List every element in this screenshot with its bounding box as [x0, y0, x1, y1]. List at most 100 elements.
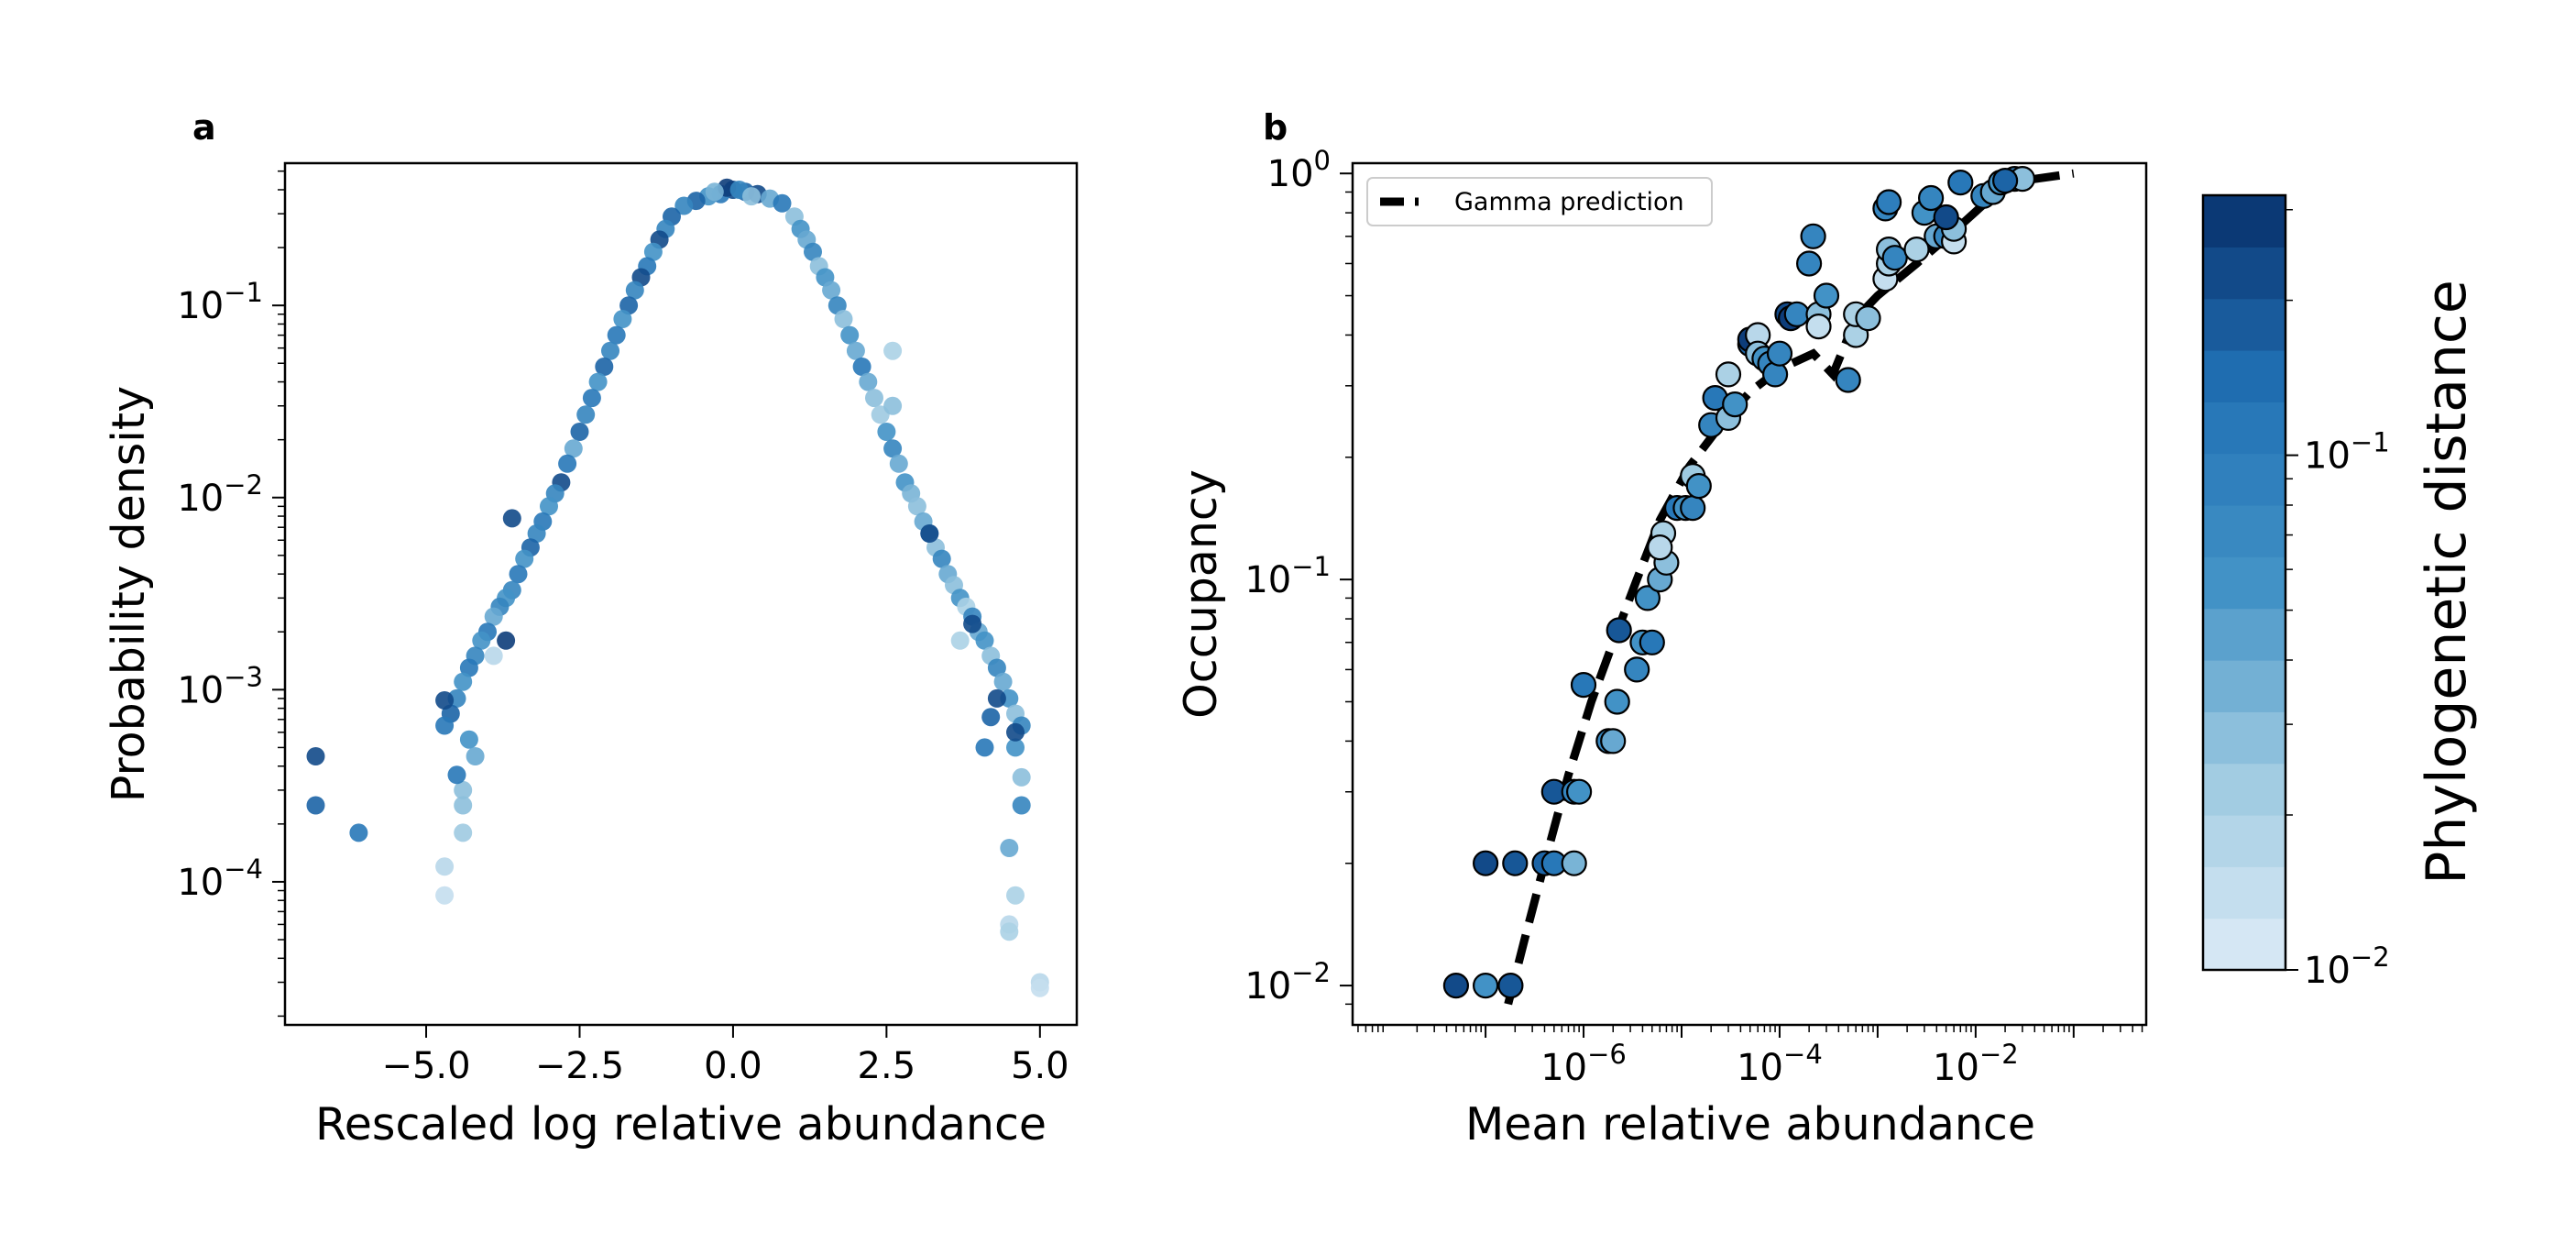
panel-b-points [1442, 166, 2035, 999]
panel-a-point [582, 389, 601, 408]
panel-b-point [1918, 184, 1945, 212]
panel-a-ytick-label: 10−2 [177, 469, 263, 520]
panel-a-point [502, 509, 521, 528]
colorbar-level [2203, 556, 2286, 610]
panel-a-point [1012, 796, 1031, 815]
panel-b-point [1783, 301, 1810, 327]
panel-a-point [834, 310, 853, 328]
panel-b-ytick-label: 100 [1267, 145, 1331, 195]
panel-a-point [840, 325, 860, 345]
panel-b-xtick-label: 10−2 [1933, 1039, 2019, 1089]
panel-a-point [466, 747, 485, 765]
panel-a-point [558, 454, 577, 473]
panel-b-xtick-label: 10−4 [1737, 1039, 1823, 1089]
panel-a-point [613, 310, 632, 328]
panel-b-point [1604, 688, 1630, 715]
panel-a-point [484, 607, 503, 626]
panel-b-point [1472, 972, 1499, 999]
panel-a-point [846, 341, 865, 360]
panel-a-ylabel: Probability density [103, 386, 155, 802]
panel-a-point [588, 372, 608, 391]
colorbar-levels [2203, 195, 2286, 971]
panel-a-point [950, 631, 970, 650]
panel-a-point [1006, 886, 1025, 905]
panel-a-point [705, 182, 724, 202]
panel-a-point [1006, 722, 1025, 742]
panel-b-point [1497, 972, 1524, 999]
panel-b-ylabel: Occupancy [1175, 469, 1227, 719]
panel-b-ytick-label: 10−1 [1244, 551, 1331, 601]
panel-a-point [907, 497, 926, 516]
panel-a-point [435, 886, 455, 905]
panel-b-point [1947, 170, 1974, 196]
colorbar-level [2203, 918, 2286, 971]
panel-b-point [1800, 223, 1826, 249]
panel-a-point [674, 196, 694, 215]
colorbar-level [2203, 815, 2286, 867]
panel-a-point [435, 691, 455, 710]
panel-a-point [920, 524, 939, 543]
colorbar-level [2203, 505, 2286, 557]
colorbar-frame [2201, 193, 2287, 972]
panel-a-point [993, 672, 1013, 691]
colorbar-level [2203, 350, 2286, 402]
panel-a-ytick-label: 10−3 [177, 661, 263, 711]
colorbar-tick-label: 10−1 [2304, 427, 2390, 478]
panel-b-point [1600, 728, 1627, 754]
panel-b-point [1680, 494, 1706, 522]
panel-b-point [1715, 361, 1742, 388]
panel-b-point [1876, 189, 1902, 215]
panel-a-point [975, 631, 994, 650]
panel-a-point [859, 372, 878, 391]
panel-a-point [1030, 978, 1049, 997]
panel-b-point [1805, 314, 1832, 340]
colorbar-level [2203, 763, 2286, 816]
panel-b-ticks: 10−6 10−4 10−2 100 10−1 10−2 [1244, 145, 2143, 1089]
panel-b: b 10−6 10−4 10−2 100 10−1 10−2 Gamma predicti… [1175, 107, 2148, 1150]
colorbar-level [2203, 608, 2286, 661]
panel-b-point [1795, 250, 1823, 277]
panel-a-point [601, 341, 619, 360]
panel-b-frame [1351, 161, 2148, 1027]
panel-a-point [822, 281, 841, 300]
panel-a-point [742, 187, 761, 206]
panel-a-point [515, 549, 534, 568]
colorbar-level [2203, 453, 2286, 506]
panel-a: a −5.0 −2.5 0.0 2.5 5.0 10−1 10−2 10−3 10−4 Resc… [103, 107, 1079, 1150]
panel-a-point [877, 423, 896, 441]
panel-a-point [1000, 922, 1019, 941]
panel-a-point [454, 823, 473, 842]
panel-a-points [306, 178, 1049, 997]
legend-entry-gamma-prediction: Gamma prediction [1454, 188, 1684, 216]
panel-a-xtick-label: 0.0 [704, 1045, 762, 1087]
panel-b-point [1634, 585, 1661, 611]
panel-b-point [1565, 778, 1593, 805]
colorbar-tick-label: 10−2 [2304, 941, 2390, 992]
colorbar-level [2203, 195, 2286, 248]
colorbar-level [2203, 866, 2286, 919]
panel-a-point [497, 631, 516, 650]
panel-b-point [1903, 237, 1930, 263]
panel-a-point [527, 524, 546, 543]
panel-a-xtick-label: 5.0 [1011, 1045, 1069, 1087]
panel-a-xlabel: Rescaled log relative abundance [315, 1098, 1047, 1150]
panel-b-xtick-label: 10−6 [1540, 1039, 1627, 1089]
panel-a-point [1000, 839, 1019, 857]
panel-a-point [607, 325, 626, 345]
colorbar: 10−1 10−2 Phylogenetic distance [2201, 193, 2479, 992]
panel-b-point [1761, 361, 1789, 388]
legend-box [1366, 177, 1713, 226]
panel-a-point [459, 658, 478, 677]
panel-a-point [865, 389, 883, 408]
panel-a-point [1012, 767, 1031, 787]
panel-a-point [564, 439, 583, 458]
panel-a-point [987, 688, 1006, 708]
panel-a-point [643, 242, 663, 261]
panel-b-legend: Gamma prediction [1366, 177, 1713, 226]
panel-a-point [570, 423, 589, 441]
panel-a-point [975, 738, 994, 757]
panel-a-point [349, 823, 368, 842]
panel-a-xtick-label: 2.5 [858, 1045, 916, 1087]
panel-a-point [987, 658, 1006, 677]
panel-a-point [540, 497, 558, 516]
